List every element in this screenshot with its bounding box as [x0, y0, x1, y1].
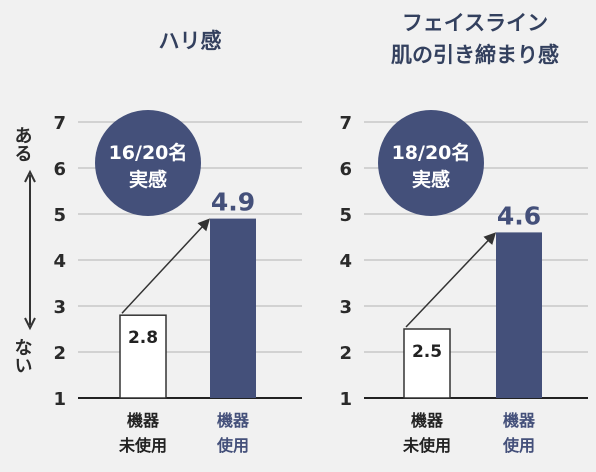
increase-arrow	[405, 232, 497, 328]
x-category-label: 使用	[216, 436, 249, 455]
chart-title: ハリ感	[159, 29, 222, 53]
badge-caption-text: 実感	[129, 168, 167, 191]
yaxis-bottom-label: ない	[12, 338, 33, 374]
badge-count-text: 18/20名	[392, 141, 471, 164]
yaxis-arrow-down	[24, 317, 36, 331]
x-category-label: 未使用	[402, 436, 451, 455]
yaxis-arrow-up	[24, 169, 36, 183]
bar-without-device	[119, 314, 167, 399]
y-tick-label: 3	[53, 297, 66, 318]
bar-value-label: 4.9	[211, 188, 255, 217]
y-tick-label: 5	[339, 205, 352, 226]
x-category-label: 機器	[503, 411, 536, 430]
bar-with-device	[496, 232, 542, 398]
bar-without-device	[403, 328, 451, 399]
y-tick-label: 1	[339, 389, 352, 410]
x-category-label: 機器	[217, 411, 250, 430]
badge-caption-text: 実感	[412, 168, 450, 191]
y-tick-label: 3	[339, 297, 352, 318]
y-tick-label: 7	[53, 113, 66, 134]
x-category-label: 機器	[127, 411, 160, 430]
bar-value-label: 2.8	[128, 328, 158, 348]
badge-count-text: 16/20名	[109, 141, 188, 164]
y-tick-label: 4	[53, 251, 66, 272]
y-tick-label: 4	[339, 251, 352, 272]
yaxis-top-label: ある	[12, 126, 33, 162]
x-category-label: 使用	[502, 436, 535, 455]
y-tick-label: 2	[53, 343, 66, 364]
y-tick-label: 5	[53, 205, 66, 226]
badge-circle	[95, 110, 201, 216]
bar-value-label: 4.6	[497, 201, 541, 230]
y-tick-label: 2	[339, 343, 352, 364]
badge-circle	[378, 110, 484, 216]
chart-title: 肌の引き締まり感	[391, 43, 559, 67]
y-tick-label: 6	[339, 159, 352, 180]
increase-arrow	[121, 218, 211, 314]
y-tick-label: 6	[53, 159, 66, 180]
y-tick-label: 7	[339, 113, 352, 134]
x-category-label: 機器	[411, 411, 444, 430]
y-tick-label: 1	[53, 389, 66, 410]
bar-value-label: 2.5	[412, 342, 442, 362]
chart-title: フェイスライン	[402, 11, 548, 35]
x-category-label: 未使用	[118, 436, 167, 455]
bar-with-device	[210, 218, 256, 398]
